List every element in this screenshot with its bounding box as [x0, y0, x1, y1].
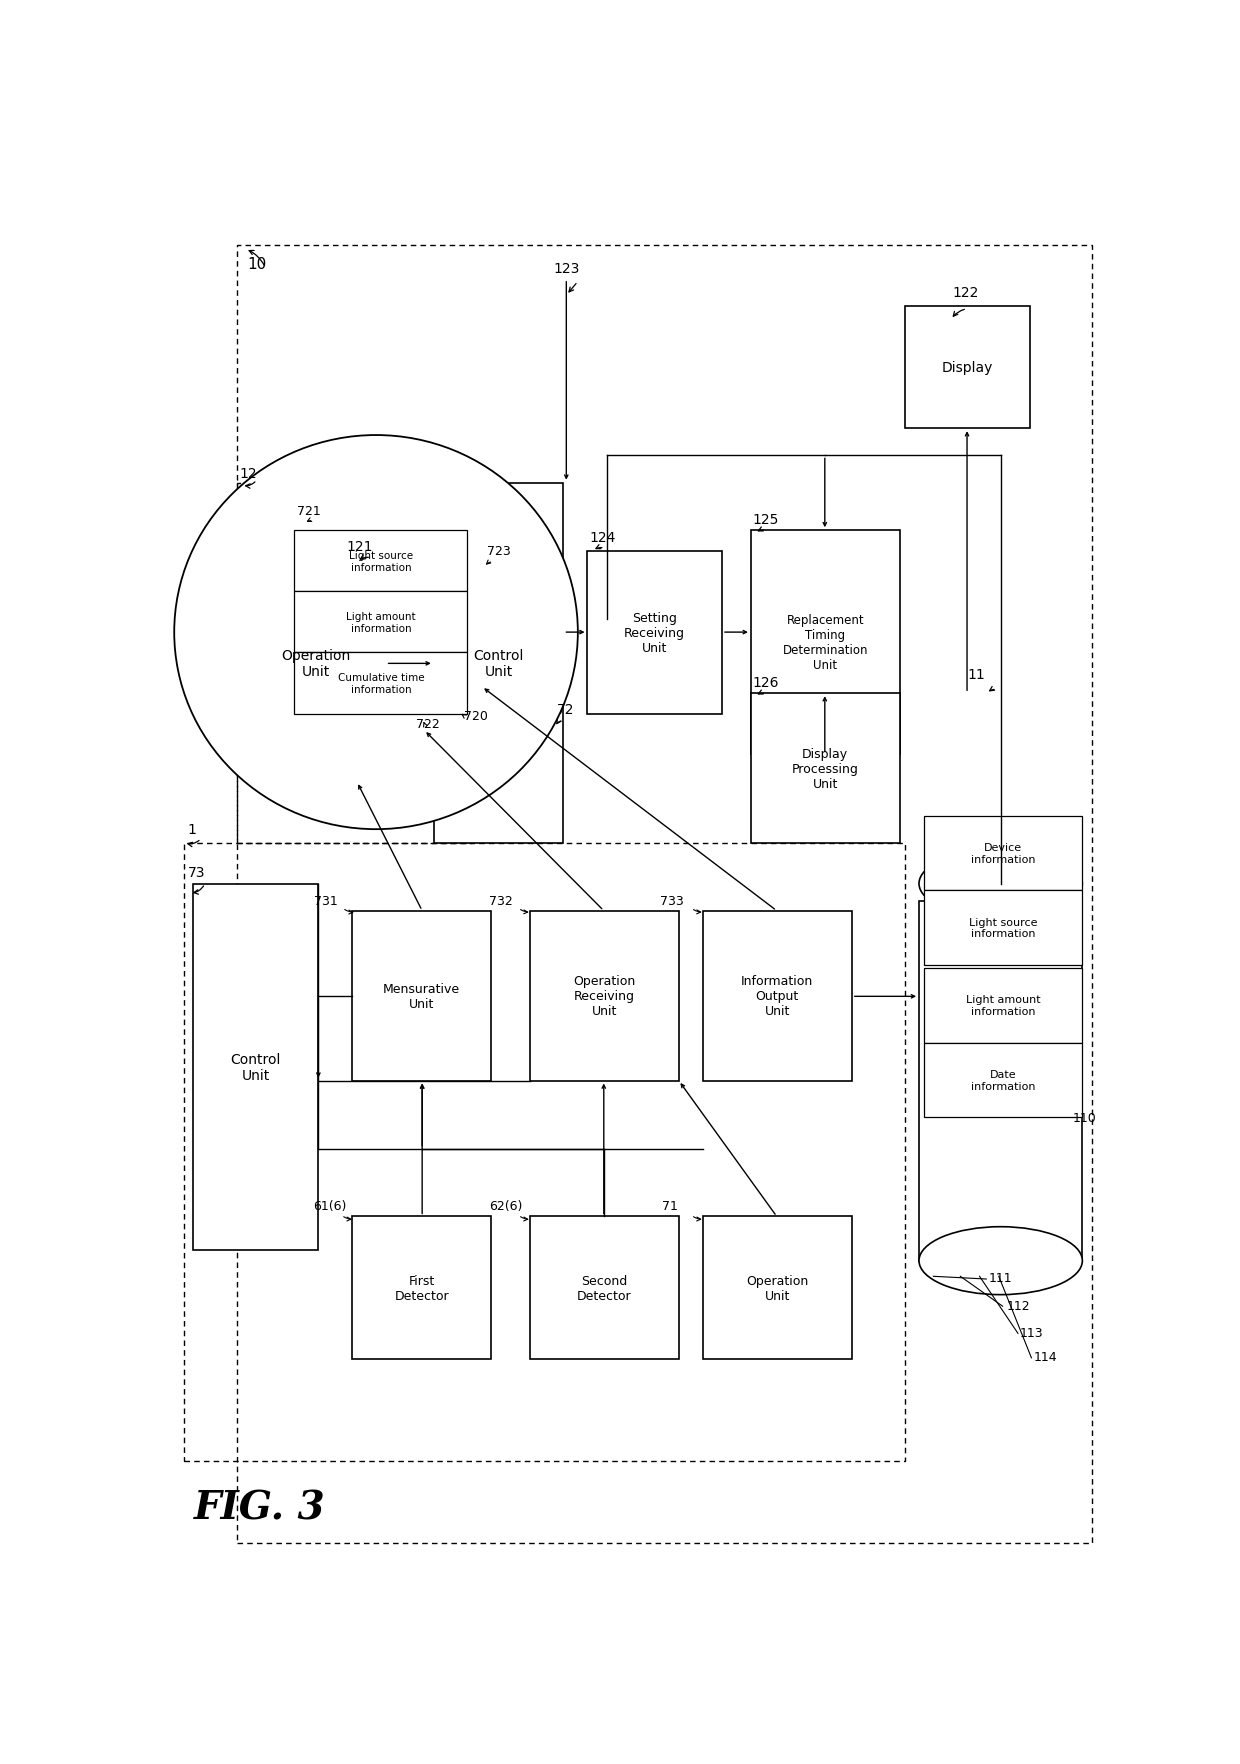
Text: 11: 11 [967, 667, 985, 681]
Bar [703, 912, 852, 1081]
Text: 733: 733 [660, 894, 683, 907]
Text: Cumulative time
information: Cumulative time information [337, 672, 424, 695]
Text: 731: 731 [314, 894, 337, 907]
Text: 73: 73 [187, 866, 205, 880]
Bar [184, 843, 904, 1461]
Text: 126: 126 [753, 676, 779, 690]
Text: 121: 121 [346, 540, 373, 554]
Bar [237, 483, 472, 843]
Bar [294, 593, 467, 653]
Bar [919, 901, 1083, 1261]
Text: 122: 122 [952, 286, 980, 300]
Bar [529, 912, 678, 1081]
Text: 113: 113 [1019, 1327, 1044, 1339]
Bar [588, 550, 722, 714]
Bar [237, 245, 1092, 1544]
Bar [294, 531, 467, 593]
Text: 720: 720 [465, 709, 489, 723]
Bar [924, 968, 1083, 1043]
Bar [924, 1043, 1083, 1118]
Text: Device
information: Device information [971, 843, 1035, 864]
Text: Mensurative
Unit: Mensurative Unit [383, 983, 460, 1011]
Bar [924, 817, 1083, 891]
Bar [751, 531, 900, 755]
Text: Setting
Receiving
Unit: Setting Receiving Unit [624, 612, 686, 654]
Text: 62(6): 62(6) [490, 1200, 523, 1212]
Text: 721: 721 [298, 505, 321, 517]
Text: Information
Output
Unit: Information Output Unit [742, 974, 813, 1018]
Text: 125: 125 [753, 513, 779, 527]
Text: Operation
Receiving
Unit: Operation Receiving Unit [573, 974, 635, 1018]
Text: 114: 114 [1033, 1351, 1056, 1364]
Text: Replacement
Timing
Determination
Unit: Replacement Timing Determination Unit [782, 614, 868, 672]
Text: Control
Unit: Control Unit [231, 1053, 281, 1083]
Bar [247, 564, 386, 762]
Ellipse shape [174, 436, 578, 829]
Text: 723: 723 [486, 545, 511, 557]
Bar [529, 1217, 678, 1360]
Text: Light amount
information: Light amount information [346, 612, 415, 633]
Text: 732: 732 [490, 894, 513, 907]
Text: Operation
Unit: Operation Unit [746, 1274, 808, 1302]
Text: 72: 72 [557, 704, 574, 716]
Bar [905, 307, 1029, 429]
Bar [193, 884, 319, 1251]
Bar [352, 1217, 491, 1360]
Text: 123: 123 [554, 261, 580, 275]
Bar [924, 891, 1083, 965]
Text: Light source
information: Light source information [348, 550, 413, 572]
Text: 12: 12 [239, 467, 257, 480]
Text: 124: 124 [589, 531, 616, 545]
Text: 1: 1 [187, 822, 197, 836]
Text: Light source
information: Light source information [968, 917, 1038, 938]
Text: 111: 111 [990, 1272, 1013, 1284]
Text: Second
Detector: Second Detector [577, 1274, 631, 1302]
Bar [703, 1217, 852, 1360]
Text: FIG. 3: FIG. 3 [193, 1489, 325, 1526]
Bar [294, 653, 467, 714]
Text: 110: 110 [1073, 1111, 1096, 1124]
Text: 112: 112 [1007, 1298, 1030, 1312]
Text: Light amount
information: Light amount information [966, 995, 1040, 1016]
Text: Operation
Unit: Operation Unit [281, 647, 351, 679]
Text: 61(6): 61(6) [314, 1200, 347, 1212]
Ellipse shape [919, 850, 1083, 917]
Text: 71: 71 [662, 1200, 678, 1212]
Text: Display: Display [941, 362, 993, 376]
Bar [352, 912, 491, 1081]
Text: Display
Processing
Unit: Display Processing Unit [792, 748, 859, 790]
Text: First
Detector: First Detector [394, 1274, 449, 1302]
Text: 10: 10 [247, 256, 267, 272]
Text: Date
information: Date information [971, 1069, 1035, 1092]
Text: Control
Unit: Control Unit [474, 647, 523, 679]
Text: 722: 722 [417, 718, 440, 730]
Ellipse shape [919, 1228, 1083, 1295]
Bar [751, 693, 900, 843]
Bar [434, 483, 563, 843]
